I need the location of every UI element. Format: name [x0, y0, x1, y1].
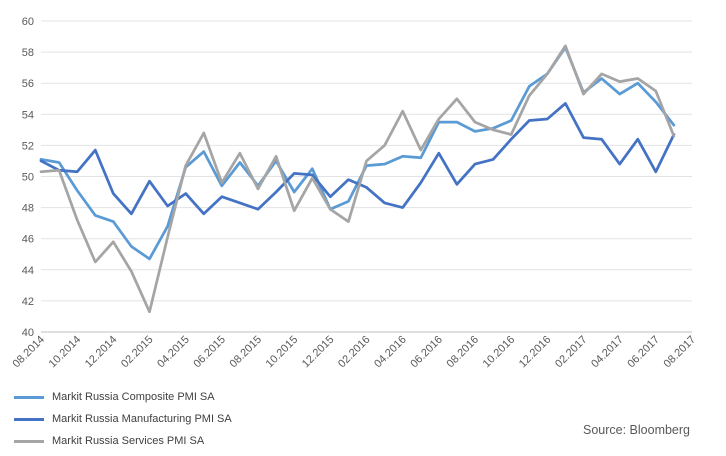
- legend-item-composite: Markit Russia Composite PMI SA: [14, 386, 232, 408]
- legend-label-services: Markit Russia Services PMI SA: [52, 435, 205, 447]
- x-tick-label: 12.2016: [517, 334, 554, 371]
- x-tick-label: 10.2015: [264, 334, 301, 371]
- y-tick-label: 40: [22, 327, 34, 339]
- y-tick-label: 42: [22, 296, 34, 308]
- y-axis-ticks: 40 42 44 46 48 50 52 54 56 58 60: [22, 16, 34, 339]
- y-tick-label: 60: [22, 16, 34, 28]
- legend-swatch-manufacturing: [14, 417, 44, 421]
- x-tick-label: 06.2015: [191, 334, 228, 371]
- y-tick-label: 48: [22, 203, 34, 215]
- x-tick-label: 08.2014: [11, 334, 48, 371]
- y-tick-label: 50: [22, 172, 34, 184]
- y-tick-label: 46: [22, 234, 34, 246]
- x-tick-label: 06.2017: [625, 334, 662, 371]
- y-tick-label: 56: [22, 78, 34, 90]
- series-line-manufacturing: [39, 102, 676, 216]
- y-tick-label: 58: [22, 47, 34, 59]
- gridlines: [41, 20, 692, 333]
- legend-swatch-services: [14, 439, 44, 443]
- legend-swatch-composite: [14, 395, 44, 399]
- series-line-services: [39, 44, 676, 314]
- legend: Markit Russia Composite PMI SA Markit Ru…: [14, 386, 232, 452]
- x-tick-label: 02.2017: [553, 334, 590, 371]
- x-tick-label: 12.2015: [300, 334, 337, 371]
- x-tick-label: 08.2015: [228, 334, 265, 371]
- source-note: Source: Bloomberg: [583, 423, 691, 437]
- x-tick-label: 02.2015: [119, 334, 156, 371]
- x-tick-label: 12.2014: [83, 334, 120, 371]
- x-axis-ticks: 08.2014 10.2014 12.2014 02.2015 04.2015 06.20…: [11, 334, 699, 371]
- x-tick-label: 10.2014: [47, 334, 84, 371]
- x-tick-label: 10.2016: [481, 334, 518, 371]
- y-tick-label: 52: [22, 140, 34, 152]
- x-tick-label: 02.2016: [336, 334, 373, 371]
- y-tick-label: 44: [22, 265, 34, 277]
- y-tick-label: 54: [22, 109, 34, 121]
- legend-label-composite: Markit Russia Composite PMI SA: [52, 391, 215, 403]
- legend-label-manufacturing: Markit Russia Manufacturing PMI SA: [52, 413, 232, 425]
- legend-item-services: Markit Russia Services PMI SA: [14, 430, 232, 452]
- x-tick-label: 04.2017: [589, 334, 626, 371]
- x-tick-label: 06.2016: [408, 334, 445, 371]
- legend-item-manufacturing: Markit Russia Manufacturing PMI SA: [14, 408, 232, 430]
- series-lines: [39, 44, 676, 314]
- x-tick-label: 04.2016: [372, 334, 409, 371]
- x-tick-label: 08.2016: [445, 334, 482, 371]
- x-tick-label: 08.2017: [662, 334, 699, 371]
- x-tick-label: 04.2015: [155, 334, 192, 371]
